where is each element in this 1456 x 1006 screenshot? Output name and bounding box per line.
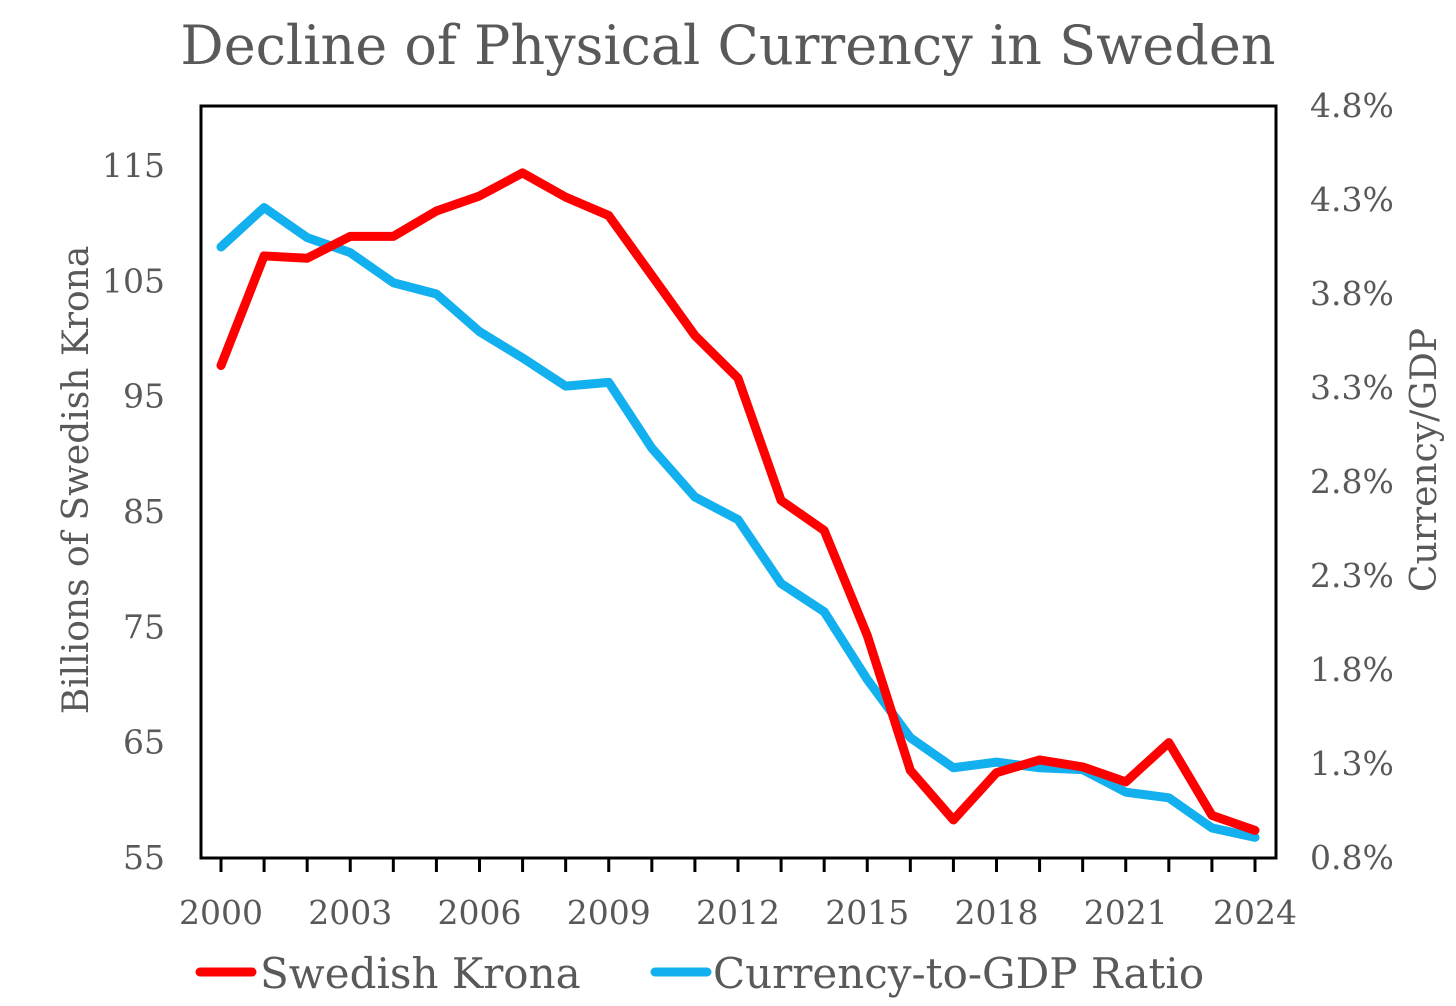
y2-axis-label: Currency/GDP	[1404, 328, 1445, 592]
y2-tick-label: 4.3%	[1310, 180, 1394, 219]
legend: Swedish Krona Currency-to-GDP Ratio	[195, 949, 1204, 998]
x-tick-label: 2024	[1213, 893, 1297, 932]
plot-frame	[199, 104, 1278, 860]
y2-tick-label: 2.3%	[1310, 556, 1394, 595]
y2-tick-label: 1.3%	[1310, 744, 1394, 783]
legend-label-ratio: Currency-to-GDP Ratio	[713, 949, 1204, 998]
chart-title: Decline of Physical Currency in Sweden	[180, 14, 1275, 77]
series-line-swedish-krona	[216, 168, 1260, 835]
x-tick-label: 2012	[696, 893, 780, 932]
x-tick-label: 2006	[438, 893, 522, 932]
x-tick-label: 2021	[1084, 893, 1168, 932]
y-tick-label: 105	[102, 261, 165, 300]
x-tick-label: 2000	[179, 893, 263, 932]
y-tick-label: 95	[123, 377, 165, 416]
x-tick-label: 2018	[955, 893, 1039, 932]
y2-tick-label: 2.8%	[1310, 462, 1394, 501]
series-line-currency-to-gdp-ratio	[216, 203, 1260, 842]
y2-tick-label: 3.3%	[1310, 368, 1394, 407]
x-tick-label: 2015	[825, 893, 909, 932]
y2-tick-label: 1.8%	[1310, 650, 1394, 689]
y-tick-label: 65	[123, 723, 165, 762]
y-axis-label: Billions of Swedish Krona	[56, 246, 97, 715]
legend-label-krona: Swedish Krona	[260, 949, 581, 998]
y-tick-label: 55	[123, 838, 165, 877]
y-tick-label: 115	[102, 146, 165, 185]
y2-tick-label: 4.8%	[1310, 86, 1394, 125]
y-tick-label: 85	[123, 492, 165, 531]
y2-tick-label: 0.8%	[1310, 838, 1394, 877]
x-tick-label: 2009	[567, 893, 651, 932]
y2-tick-label: 3.8%	[1310, 274, 1394, 313]
x-tick-label: 2003	[308, 893, 392, 932]
y-tick-label: 75	[123, 607, 165, 646]
